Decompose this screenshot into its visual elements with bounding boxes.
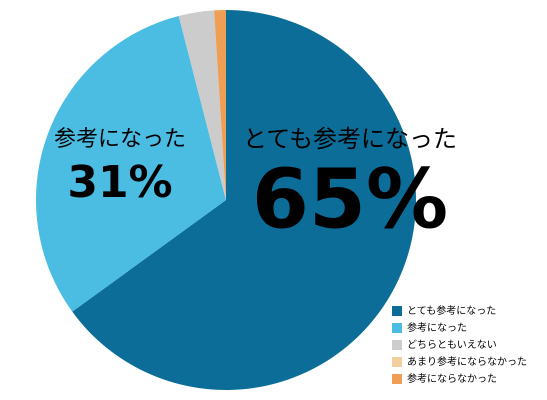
- slice-category-label: とても参考になった: [243, 125, 457, 153]
- legend-swatch: [392, 306, 402, 316]
- legend-swatch: [392, 340, 402, 350]
- pie-slice: [214, 10, 226, 200]
- legend-swatch: [392, 374, 402, 384]
- slice-value-label: 31%: [67, 157, 172, 208]
- pie-slice: [178, 10, 226, 200]
- pie-slice: [72, 10, 416, 390]
- legend-label: あまり参考にならなかった: [407, 355, 527, 368]
- legend-swatch: [392, 323, 402, 333]
- slice-value-label: 65%: [252, 152, 448, 247]
- legend-label: 参考になった: [407, 321, 467, 334]
- legend-swatch: [392, 357, 402, 367]
- slice-category-label: 参考になった: [54, 127, 186, 152]
- legend-label: 参考にならなかった: [407, 372, 497, 385]
- pie-slice: [35, 15, 227, 312]
- legend-label: とても参考になった: [407, 304, 496, 317]
- legend-label: どちらともいえない: [407, 339, 497, 351]
